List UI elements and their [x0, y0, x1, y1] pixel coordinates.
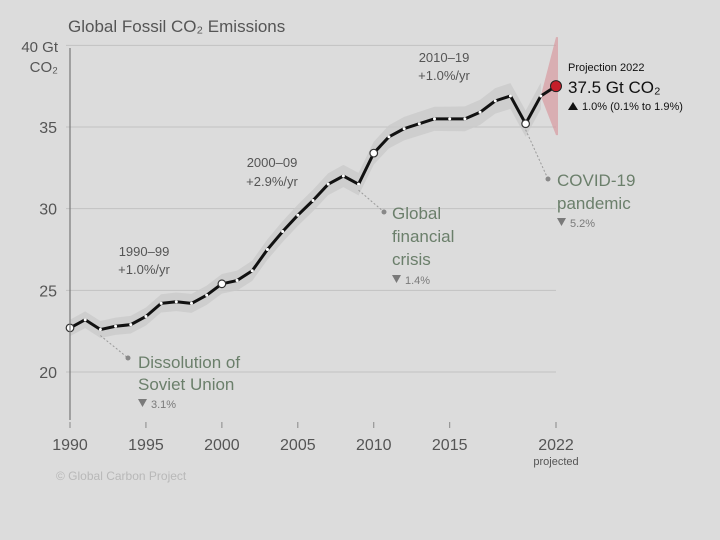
event-change-0: 3.1% [151, 399, 176, 411]
axes: 20 25 30 35 1990 1995 2000 2005 2010 2015 2022 proj… [39, 48, 579, 468]
data-point-2000 [217, 279, 227, 289]
chart-title: Global Fossil CO₂ Emissions [68, 17, 285, 36]
data-point-1999 [205, 293, 209, 297]
data-point-2020 [521, 119, 531, 129]
period-label-1: 2000–09 [247, 155, 298, 170]
data-point-1997 [174, 300, 178, 304]
data-point-2018 [493, 99, 497, 103]
data-point-2021 [539, 94, 543, 98]
data-point-1996 [159, 301, 163, 305]
x-tick-label-2005: 2005 [280, 437, 316, 454]
data-point-2017 [478, 110, 482, 114]
data-point-1998 [190, 301, 193, 305]
period-label-2: 2010–19 [419, 50, 470, 65]
data-point-2008 [341, 174, 345, 178]
period-label-0: 1990–99 [119, 244, 170, 259]
data-point-2016 [463, 117, 467, 121]
event-change-2: 5.2% [570, 218, 595, 230]
data-point-2007 [326, 182, 330, 186]
data-point-2006 [311, 199, 315, 202]
data-point-2013 [417, 122, 421, 126]
period-rate-0: +1.0%/yr [118, 262, 170, 277]
period-rate-2: +1.0%/yr [418, 68, 470, 83]
x-tick-label-2000: 2000 [204, 437, 240, 454]
data-point-2019 [508, 94, 512, 98]
event-dot-0 [125, 355, 131, 361]
annotations: 1990–99 +1.0%/yr 2000–09 +2.9%/yr 2010–19 +1.… [100, 50, 683, 411]
data-point-1995 [144, 314, 148, 318]
credit: © Global Carbon Project [56, 469, 187, 483]
projection-value: 37.5 Gt CO₂ [568, 78, 661, 97]
event-dot-2 [545, 176, 551, 182]
event-leader-0 [100, 335, 129, 359]
x-tick-label-1995: 1995 [128, 437, 164, 454]
x-tick-label-2015: 2015 [432, 437, 468, 454]
x-tick-label-2010: 2010 [356, 437, 392, 454]
data-point-2009 [357, 182, 361, 186]
event-leader-2 [525, 129, 549, 180]
event-label-0-0: Dissolution of [138, 353, 240, 372]
data-point-2005 [296, 213, 300, 217]
data-point-2011 [387, 135, 391, 139]
y-unit-bottom: CO₂ [30, 59, 59, 76]
x-tick-label-1990: 1990 [52, 437, 88, 454]
y-tick-label-20: 20 [39, 365, 57, 382]
data-point-1992 [98, 328, 102, 332]
y-tick-label-35: 35 [39, 120, 57, 137]
uncertainty-band [70, 82, 541, 339]
data-point-2001 [235, 279, 239, 283]
data-point-1994 [129, 323, 133, 327]
emissions-line [69, 94, 543, 332]
event-label-2-1: pandemic [557, 194, 631, 213]
data-point-1993 [114, 324, 118, 328]
y-tick-label-30: 30 [39, 202, 57, 219]
projection-change: 1.0% (0.1% to 1.9%) [582, 101, 683, 113]
projection-up-arrow [568, 102, 578, 110]
data-point-2014 [433, 117, 436, 121]
event-label-2-0: COVID-19 [557, 171, 635, 190]
data-point-1991 [83, 318, 87, 322]
event-label-1-1: financial [392, 227, 454, 246]
data-point-2002 [250, 269, 254, 273]
projection-title: Projection 2022 [568, 62, 644, 74]
projection-band [540, 37, 558, 136]
data-point-2015 [448, 117, 452, 121]
event-label-1-0: Global [392, 204, 441, 223]
y-tick-label-25: 25 [39, 283, 57, 300]
uncertainty-band-area [70, 82, 541, 339]
event-down-arrow-2 [557, 218, 566, 226]
data-point-2003 [265, 248, 269, 251]
y-unit-top: 40 Gt [21, 39, 59, 56]
event-leader-1 [358, 189, 385, 213]
event-label-0-1: Soviet Union [138, 375, 234, 394]
series-line-group [65, 37, 562, 333]
data-point-2010 [369, 148, 379, 158]
projection-point [550, 80, 562, 93]
data-point-2004 [281, 230, 285, 234]
period-rate-1: +2.9%/yr [246, 174, 298, 189]
data-point-2012 [402, 127, 406, 131]
x-tick-label-2022: 2022 [538, 437, 574, 454]
x-sub-label: projected [533, 456, 578, 468]
event-dot-1 [381, 209, 387, 215]
event-change-1: 1.4% [405, 275, 430, 287]
event-down-arrow-1 [392, 275, 401, 283]
event-down-arrow-0 [138, 399, 147, 407]
event-label-1-2: crisis [392, 250, 431, 269]
